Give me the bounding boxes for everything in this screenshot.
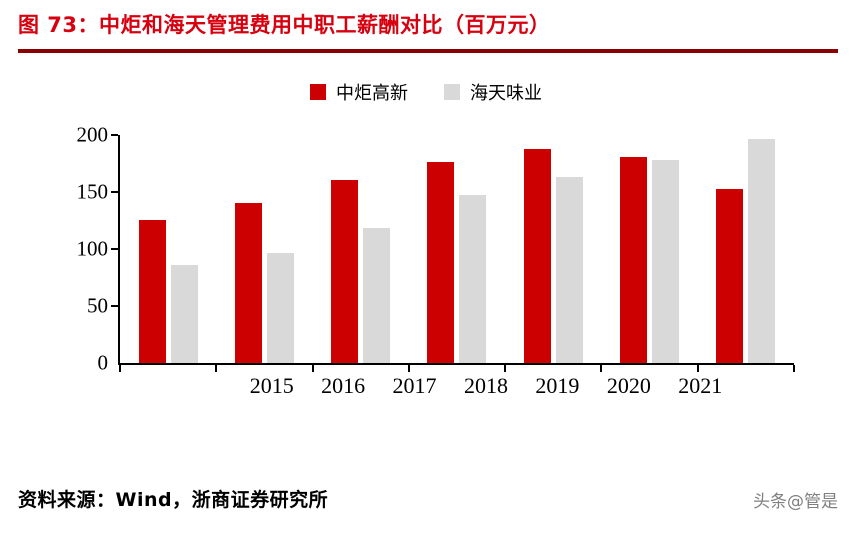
bar-chart: 0 50 100 150 200 2015 2016 2017 2018 2019 2020 202…	[77, 124, 795, 399]
y-axis-tick-mark	[111, 134, 118, 137]
y-axis-tick-mark	[111, 248, 118, 251]
y-axis-tick-mark	[111, 305, 118, 308]
bar-海天味业-2019	[555, 177, 583, 364]
legend-swatch	[444, 84, 460, 101]
bar-group-2017	[331, 135, 391, 364]
bars-container	[120, 135, 794, 364]
y-axis-tick-label: 150	[76, 179, 109, 204]
bar-海天味业-2016	[266, 252, 294, 364]
figure-footer: 资料来源：Wind，浙商证券研究所 头条@管是	[18, 485, 838, 512]
y-axis-tick-label: 0	[97, 350, 109, 375]
x-axis-tick-mark	[311, 365, 314, 373]
bar-海天味业-2020	[652, 160, 680, 364]
y-axis-tick-label: 200	[76, 122, 109, 147]
x-axis-tick-label: 2019	[535, 373, 580, 399]
chart-legend: 中炬高新 海天味业	[0, 79, 852, 105]
legend-label: 中炬高新	[336, 83, 408, 105]
legend-item: 海天味业	[444, 79, 542, 105]
y-axis-tick-label: 100	[76, 236, 109, 261]
bar-group-2020	[620, 135, 680, 364]
bar-海天味业-2021	[748, 138, 776, 364]
bar-group-2021	[716, 135, 776, 364]
bar-海天味业-2018	[459, 194, 487, 364]
bar-中炬高新-2015	[138, 219, 166, 364]
x-axis-tick-mark	[215, 365, 218, 373]
bar-group-2018	[427, 135, 487, 364]
x-axis-labels: 2015 2016 2017 2018 2019 2020 2021	[236, 373, 736, 399]
x-axis-tick-label: 2016	[321, 373, 366, 399]
bar-group-2019	[523, 135, 583, 364]
x-axis-tick-label: 2018	[463, 373, 508, 399]
bar-中炬高新-2019	[523, 148, 551, 364]
x-axis-tick-mark	[407, 365, 410, 373]
x-axis-tick-label: 2020	[606, 373, 651, 399]
x-axis-tick-mark	[793, 365, 795, 373]
bar-group-2016	[234, 135, 294, 364]
watermark-text: 头条@管是	[753, 492, 838, 512]
x-axis-tick-label: 2017	[392, 373, 437, 399]
bar-海天味业-2015	[170, 265, 198, 364]
plot-area: 0 50 100 150 200	[77, 124, 795, 373]
legend-item: 中炬高新	[310, 79, 408, 105]
source-text: 资料来源：Wind，浙商证券研究所	[18, 489, 329, 511]
bar-中炬高新-2016	[234, 202, 262, 364]
legend-label: 海天味业	[470, 83, 542, 105]
bar-group-2015	[138, 135, 198, 364]
figure-title: 图 73：中炬和海天管理费用中职工薪酬对比（百万元）	[18, 13, 551, 37]
x-axis-tick-label: 2021	[678, 373, 723, 399]
y-axis-tick-mark	[111, 191, 118, 194]
x-axis-tick-mark	[600, 365, 603, 373]
legend-swatch	[310, 84, 326, 101]
bar-海天味业-2017	[363, 227, 391, 364]
bar-中炬高新-2021	[716, 188, 744, 364]
figure-header: 图 73：中炬和海天管理费用中职工薪酬对比（百万元）	[0, 0, 852, 54]
x-axis-tick-mark	[504, 365, 507, 373]
title-divider	[18, 49, 838, 54]
bar-中炬高新-2017	[331, 179, 359, 364]
bar-中炬高新-2018	[427, 161, 455, 364]
bar-中炬高新-2020	[620, 156, 648, 364]
y-axis-tick-label: 50	[87, 293, 108, 318]
x-axis-tick-mark	[696, 365, 699, 373]
x-axis-tick-mark	[119, 365, 121, 373]
x-axis-tick-label: 2015	[249, 373, 294, 399]
